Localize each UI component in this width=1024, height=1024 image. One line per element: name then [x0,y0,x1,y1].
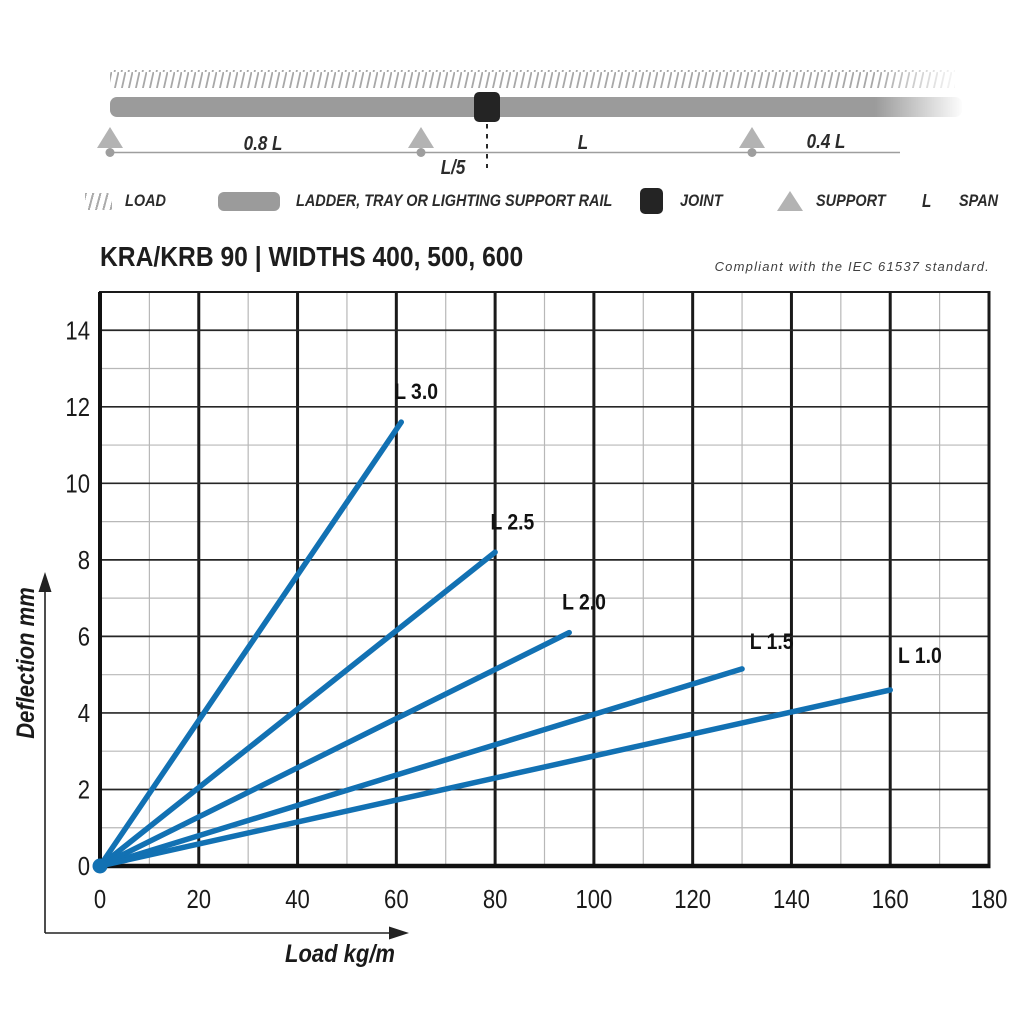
legend-item-load: LOAD [85,186,173,216]
series-label-L-1.0: L 1.0 [898,644,942,668]
dimension-dot-right [747,148,757,157]
joint-marker [474,92,500,122]
span-label-08L: 0.8 L [244,132,283,155]
origin-dot [92,858,108,874]
x-tick-label: 100 [575,885,612,914]
series-line-L-1.0 [97,687,893,869]
x-tick-label: 20 [186,885,211,914]
x-tick-label: 180 [971,885,1008,914]
y-tick-label: 8 [78,546,90,575]
y-tick-label: 6 [78,623,90,652]
dimension-dot-left [105,148,115,157]
dimension-dot-mid [416,148,426,157]
x-tick-label: 140 [773,885,810,914]
x-tick-label: 160 [872,885,909,914]
legend-item-support: SUPPORT [777,186,898,216]
beam-diagram: 0.8 L L/5 L 0.4 L [97,60,980,179]
span-label-L5: L/5 [441,156,466,179]
x-arrow-head [389,926,409,940]
y-tick-label: 4 [78,699,90,728]
legend-item-span: L SPAN [922,186,1005,216]
x-tick-label: 60 [384,885,409,914]
series-line-L-1.5 [97,666,745,869]
series-label-L-2.0: L 2.0 [562,591,606,615]
span-label-04L: 0.4 L [807,130,846,153]
legend-label-joint: JOINT [680,191,723,210]
span-label-L: L [578,131,588,154]
series-label-L-3.0: L 3.0 [394,380,438,404]
y-tick-label: 10 [65,470,90,499]
support-triangle-left [97,127,123,148]
legend-label-support: SUPPORT [816,191,886,210]
y-tick-label: 2 [78,776,90,805]
rail-fade [875,60,980,124]
series-line-L-2.0 [97,629,572,869]
series-line-L-3.0 [97,419,405,869]
rail-bar [110,97,962,117]
series-line-L-2.5 [97,549,498,869]
x-tick-label: 40 [285,885,310,914]
support-triangle-mid [408,127,434,148]
y-tick-label: 0 [78,852,90,881]
x-tick-label: 0 [94,885,106,914]
x-axis-title: Load kg/m [285,940,395,968]
page-title: KRA/KRB 90 | WIDTHS 400, 500, 600 [100,241,524,272]
y-tick-label: 12 [65,393,90,422]
load-hatch [110,70,955,88]
joint-square-icon [640,188,663,214]
support-triangle-icon [777,191,803,211]
series-label-L-2.5: L 2.5 [491,510,535,534]
legend-item-rail: LADDER, TRAY OR LIGHTING SUPPORT RAIL [218,186,668,216]
load-hatch-icon [85,192,112,210]
span-letter: L [922,190,932,211]
y-arrow-head [38,572,52,592]
legend-label-span: SPAN [959,191,999,210]
y-tick-label: 14 [65,317,90,346]
x-tick-label: 80 [483,885,508,914]
compliance-note: Compliant with the IEC 61537 standard. [714,259,990,274]
legend-label-load: LOAD [125,191,166,210]
legend-item-joint: JOINT [640,186,730,216]
legend-label-rail: LADDER, TRAY OR LIGHTING SUPPORT RAIL [296,191,613,210]
series-label-L-1.5: L 1.5 [750,630,794,654]
rail-bar-icon [218,191,280,211]
y-axis-title: Deflection mm [12,587,40,738]
x-tick-label: 120 [674,885,711,914]
support-triangle-right [739,127,765,148]
